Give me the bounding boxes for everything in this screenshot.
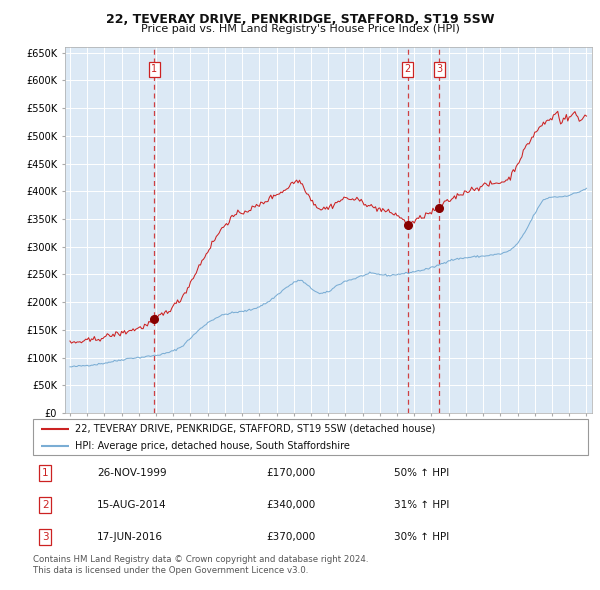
Text: 30% ↑ HPI: 30% ↑ HPI (394, 532, 449, 542)
Text: HPI: Average price, detached house, South Staffordshire: HPI: Average price, detached house, Sout… (74, 441, 349, 451)
Text: £370,000: £370,000 (266, 532, 316, 542)
Text: Price paid vs. HM Land Registry's House Price Index (HPI): Price paid vs. HM Land Registry's House … (140, 24, 460, 34)
Text: 1: 1 (42, 468, 49, 478)
Text: 15-AUG-2014: 15-AUG-2014 (97, 500, 166, 510)
Text: 17-JUN-2016: 17-JUN-2016 (97, 532, 163, 542)
Text: 2: 2 (404, 64, 411, 74)
Text: 3: 3 (436, 64, 442, 74)
Text: £170,000: £170,000 (266, 468, 316, 478)
Text: 50% ↑ HPI: 50% ↑ HPI (394, 468, 449, 478)
Text: 3: 3 (42, 532, 49, 542)
FancyBboxPatch shape (33, 419, 588, 455)
Text: 31% ↑ HPI: 31% ↑ HPI (394, 500, 449, 510)
Text: 26-NOV-1999: 26-NOV-1999 (97, 468, 166, 478)
Text: £340,000: £340,000 (266, 500, 316, 510)
Text: 22, TEVERAY DRIVE, PENKRIDGE, STAFFORD, ST19 5SW: 22, TEVERAY DRIVE, PENKRIDGE, STAFFORD, … (106, 13, 494, 26)
Text: 2: 2 (42, 500, 49, 510)
Text: 1: 1 (151, 64, 157, 74)
Text: 22, TEVERAY DRIVE, PENKRIDGE, STAFFORD, ST19 5SW (detached house): 22, TEVERAY DRIVE, PENKRIDGE, STAFFORD, … (74, 424, 435, 434)
Text: Contains HM Land Registry data © Crown copyright and database right 2024.
This d: Contains HM Land Registry data © Crown c… (33, 555, 368, 575)
